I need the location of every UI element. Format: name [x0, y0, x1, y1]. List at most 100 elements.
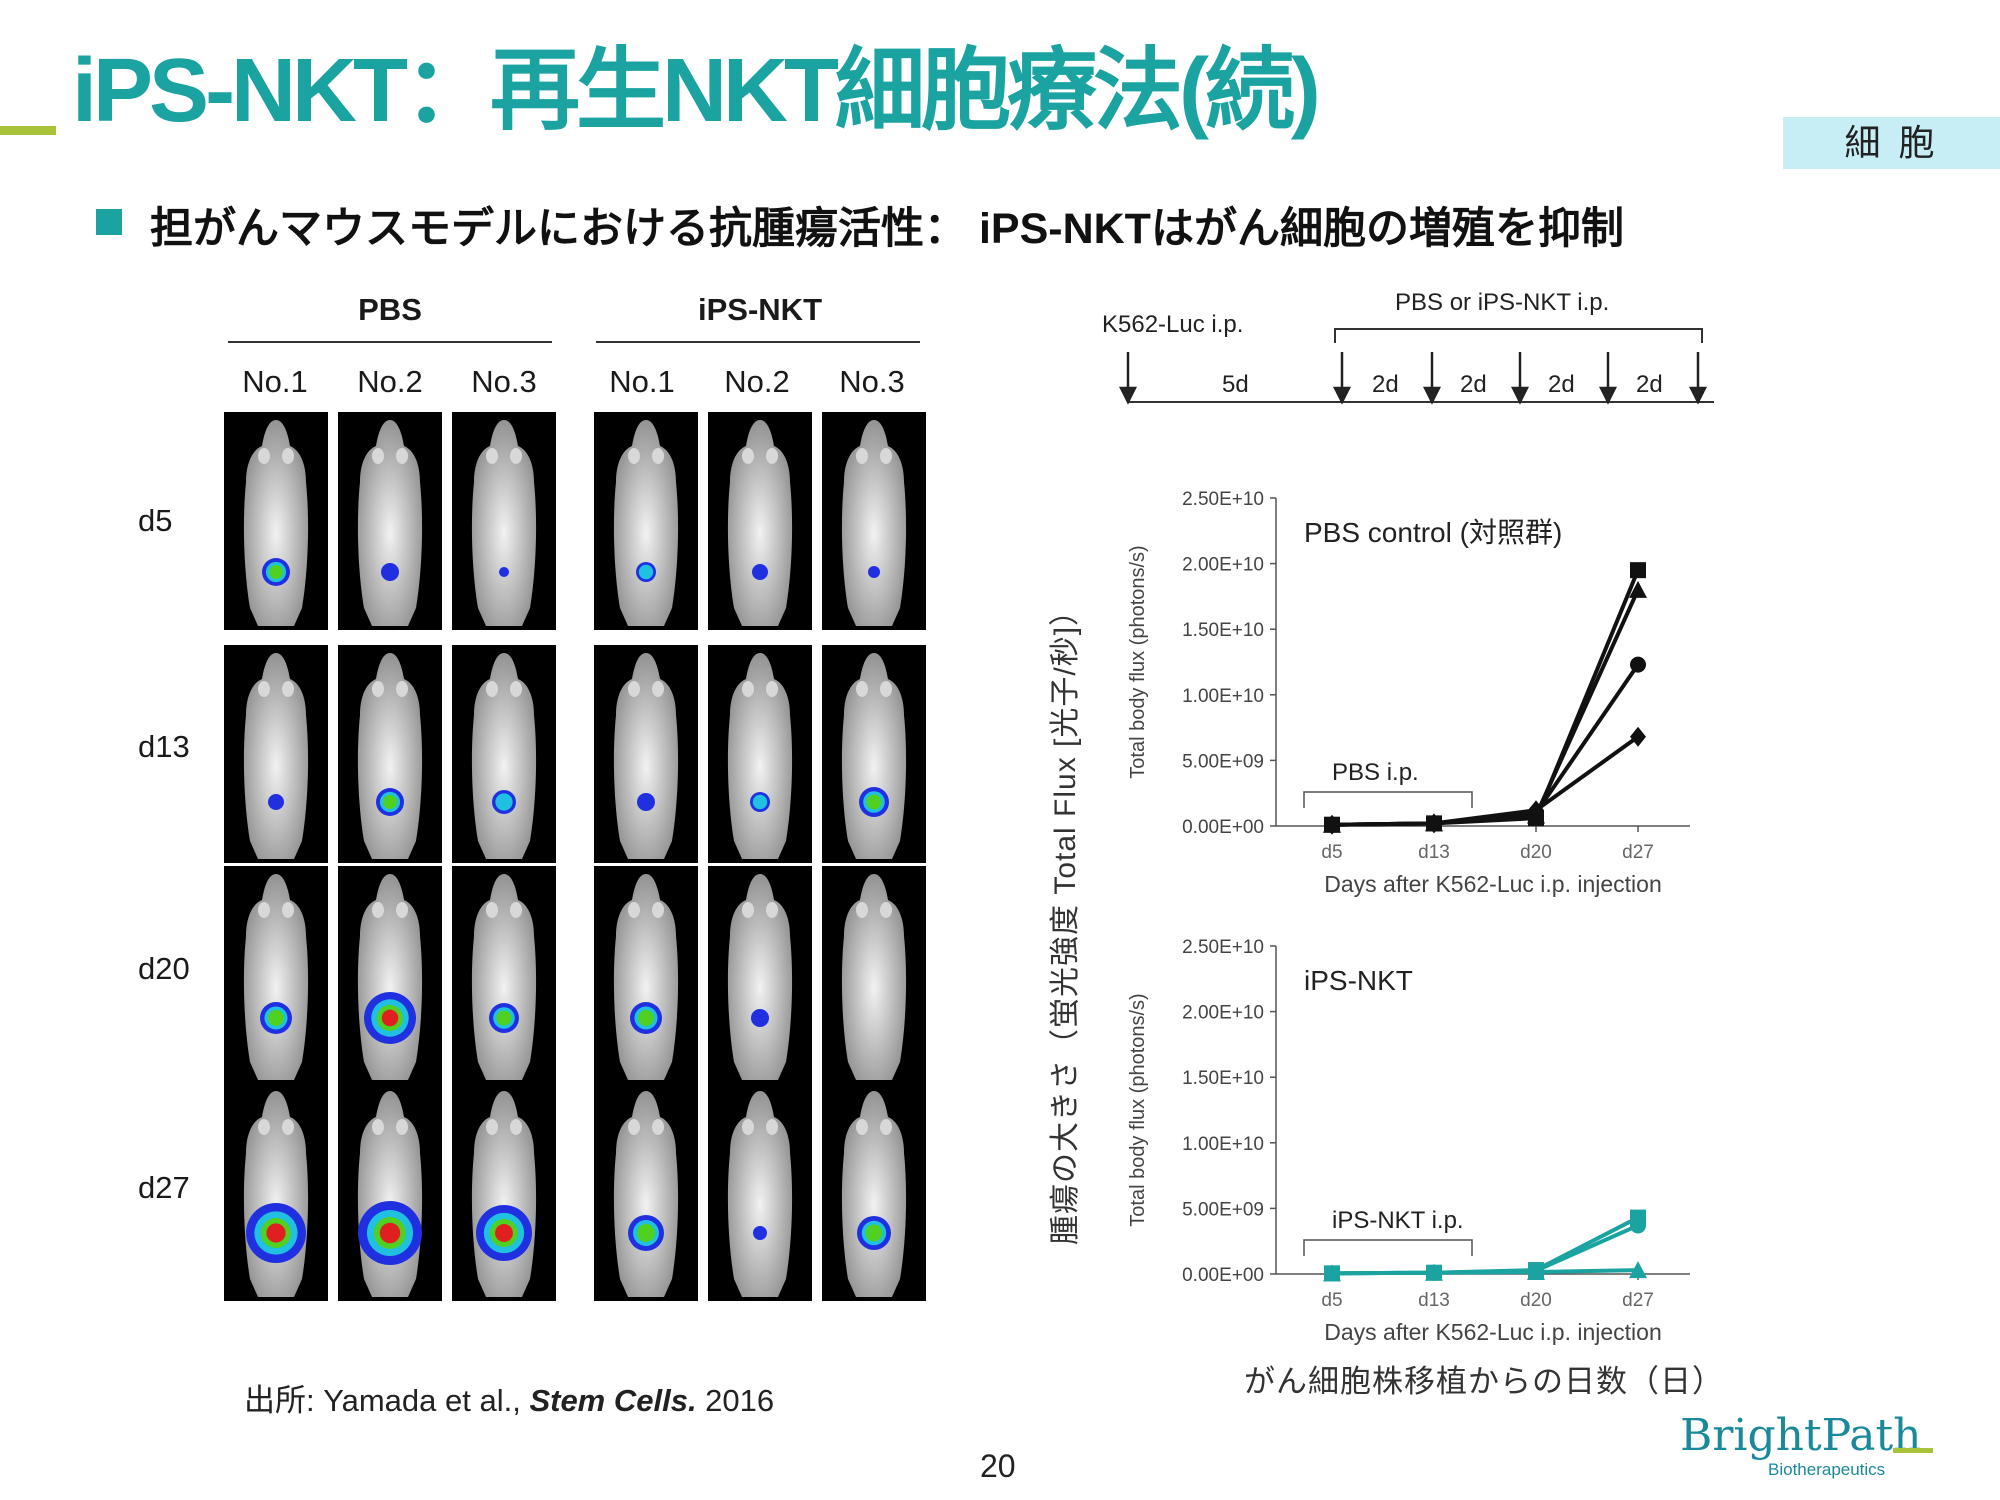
group-divider-ipsnkt — [596, 341, 920, 343]
y-axis-label: Total body flux (photons/s) — [1127, 993, 1149, 1226]
mouse-image — [594, 645, 698, 863]
row-label: d13 — [138, 729, 190, 764]
mouse-image — [708, 866, 812, 1084]
x-axis-label: Days after K562-Luc i.p. injection — [1324, 1319, 1662, 1345]
mouse-image — [224, 645, 328, 863]
column-label: No.1 — [609, 364, 675, 399]
schedule-interval: 5d — [1222, 371, 1249, 398]
schedule-arrow-head — [1598, 386, 1618, 405]
data-point — [1528, 800, 1544, 821]
mouse-image — [338, 1083, 442, 1301]
x-tick-label: d5 — [1321, 842, 1342, 863]
mouse-image — [822, 866, 926, 1084]
y-tick-label: 5.00E+09 — [1182, 751, 1264, 772]
mouse-image — [338, 412, 442, 630]
schedule-arrow-head — [1118, 386, 1138, 405]
mouse-image — [452, 1083, 556, 1301]
x-tick-label: d20 — [1520, 1290, 1552, 1311]
chart-ips-nkt: 0.00E+00 5.00E+09 1.00E+10 1.50E+10 2.00E+10… — [1127, 937, 1690, 1345]
data-point — [1629, 580, 1647, 598]
mouse-image — [822, 1083, 926, 1301]
y-tick-label: 2.50E+10 — [1182, 489, 1264, 510]
schedule-interval: 2d — [1548, 371, 1575, 398]
mouse-image — [452, 866, 556, 1084]
mouse-image — [224, 412, 328, 630]
schedule-inoculation-label: K562-Luc i.p. — [1102, 311, 1243, 338]
y-axis-label: Total body flux (photons/s) — [1127, 545, 1149, 778]
column-label: No.2 — [724, 364, 790, 399]
mouse-image — [452, 412, 556, 630]
mouse-image — [708, 1083, 812, 1301]
column-label: No.3 — [471, 364, 537, 399]
column-label: No.3 — [839, 364, 905, 399]
schedule-arrow-head — [1332, 386, 1352, 405]
data-point — [1630, 726, 1646, 747]
column-label: No.2 — [357, 364, 423, 399]
x-axis-label: Days after K562-Luc i.p. injection — [1324, 871, 1662, 897]
group-label-pbs: PBS — [358, 292, 422, 327]
x-tick-label: d5 — [1321, 1290, 1342, 1311]
treatment-bracket — [1303, 791, 1473, 808]
company-logo-subtitle: Biotherapeutics — [1768, 1460, 1886, 1479]
data-point — [1527, 1263, 1545, 1281]
y-axis-caption: 腫瘍の大きさ（蛍光強度 Total Flux [光子/秒]） — [1049, 594, 1082, 1245]
source-year: 2016 — [696, 1383, 775, 1418]
schedule-arrow-head — [1510, 386, 1530, 405]
schedule-interval: 2d — [1372, 371, 1399, 398]
row-label: d5 — [138, 503, 173, 538]
y-tick-label: 1.00E+10 — [1182, 1134, 1264, 1155]
mouse-image — [822, 412, 926, 630]
x-tick-label: d13 — [1418, 1290, 1450, 1311]
data-point — [1630, 562, 1646, 579]
schedule-and-charts: K562-Luc i.p. PBS or iPS-NKT i.p. 5d 2d … — [1102, 289, 1714, 1345]
column-label: No.1 — [242, 364, 308, 399]
mouse-image — [452, 645, 556, 863]
row-label: d27 — [138, 1170, 190, 1205]
schedule-bracket — [1334, 328, 1703, 343]
mouse-image — [338, 866, 442, 1084]
schedule-interval: 2d — [1636, 371, 1663, 398]
company-logo: BrightPath — [1680, 1410, 1922, 1461]
y-tick-label: 2.00E+10 — [1182, 1003, 1264, 1024]
series-line — [1331, 1268, 1639, 1276]
y-tick-label: 1.50E+10 — [1182, 620, 1264, 641]
chart-title: iPS-NKT — [1304, 965, 1413, 996]
group-label-ipsnkt: iPS-NKT — [698, 292, 822, 327]
data-point — [1630, 656, 1646, 673]
subtitle: 担がんマウスモデルにおける抗腫瘍活性： iPS-NKTはがん細胞の増殖を抑制 — [150, 205, 1624, 253]
bullet-icon — [96, 209, 122, 235]
x-tick-label: d13 — [1418, 842, 1450, 863]
schedule-arrow-head — [1422, 386, 1442, 405]
treatment-annotation: iPS-NKT i.p. — [1332, 1207, 1464, 1234]
treatment-annotation: PBS i.p. — [1332, 759, 1419, 786]
page-title: iPS-NKT：再生NKT細胞療法(続) — [72, 41, 1321, 141]
data-point — [1323, 1264, 1341, 1282]
title-accent-bar — [0, 126, 56, 135]
mouse-image — [594, 866, 698, 1084]
data-point — [1425, 1263, 1443, 1281]
row-label: d20 — [138, 951, 190, 986]
x-tick-label: d20 — [1520, 842, 1552, 863]
y-tick-label: 0.00E+00 — [1182, 1265, 1264, 1286]
series-line — [1331, 589, 1640, 827]
x-tick-label: d27 — [1622, 1290, 1654, 1311]
mouse-image — [594, 1083, 698, 1301]
y-tick-label: 1.50E+10 — [1182, 1068, 1264, 1089]
logo-accent-line — [1893, 1448, 1933, 1453]
x-tick-label: d27 — [1622, 842, 1654, 863]
y-tick-label: 2.00E+10 — [1182, 555, 1264, 576]
y-tick-label: 5.00E+09 — [1182, 1199, 1264, 1220]
y-tick-label: 1.00E+10 — [1182, 686, 1264, 707]
mouse-image — [708, 645, 812, 863]
mouse-image — [822, 645, 926, 863]
data-point — [1630, 1217, 1646, 1234]
source-citation: 出所: Yamada et al., Stem Cells. 2016 — [244, 1375, 774, 1420]
group-divider-pbs — [228, 341, 552, 343]
data-point — [1426, 813, 1442, 834]
page-number: 20 — [980, 1448, 1016, 1484]
treatment-bracket — [1303, 1239, 1473, 1256]
schedule-interval: 2d — [1460, 371, 1487, 398]
mouse-image — [338, 645, 442, 863]
mouse-image — [594, 412, 698, 630]
series-line — [1331, 569, 1640, 827]
